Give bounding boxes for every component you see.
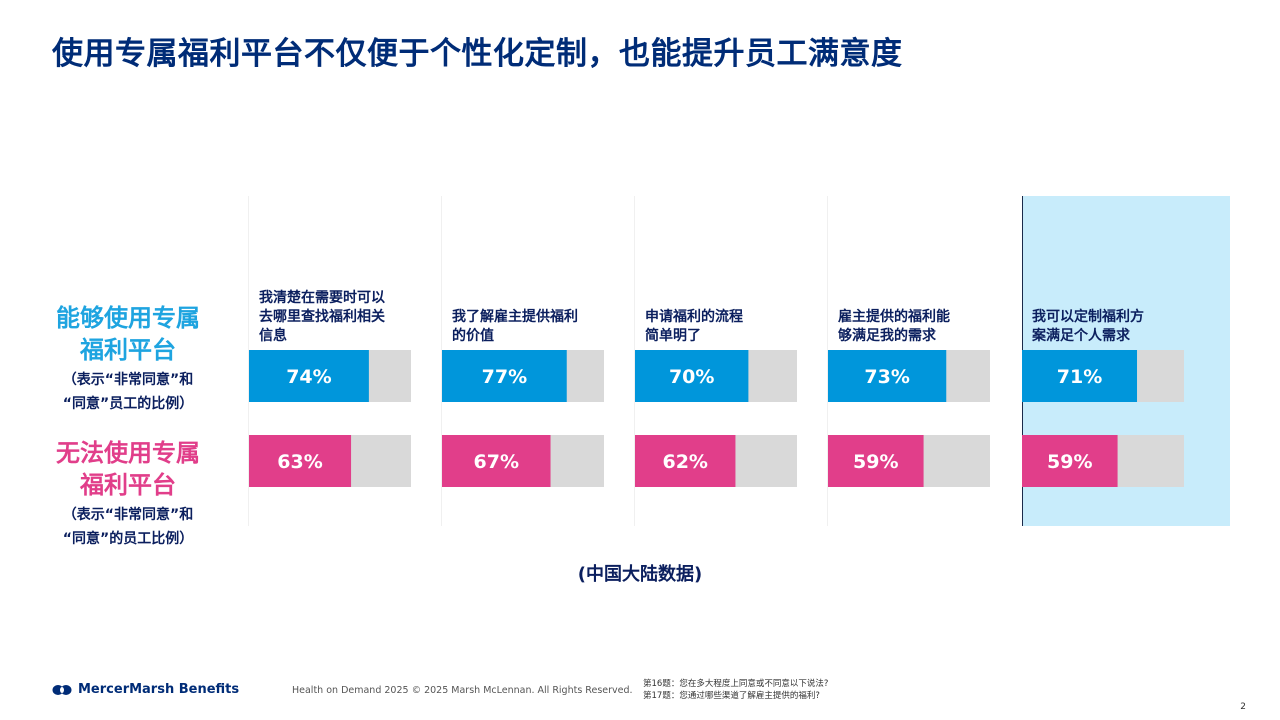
data-label: 71% (1057, 366, 1102, 388)
data-label: 74% (286, 366, 331, 388)
category-label: 雇主提供的福利能 (838, 308, 950, 325)
page-title: 使用专属福利平台不仅便于个性化定制，也能提升员工满意度 (52, 36, 903, 72)
bar (828, 435, 924, 487)
row-note-with-platform-line1: （表示“非常同意”和 (62, 372, 194, 388)
data-label: 59% (853, 451, 898, 473)
category-label: 申请福利的流程 (645, 308, 743, 325)
bar (1022, 350, 1138, 402)
row-label-without-platform: 无法使用专属 福利平台 （表示“非常同意”和 “同意”的员工比例） (20, 437, 236, 549)
data-label: 73% (864, 366, 909, 388)
data-label: 77% (482, 366, 527, 388)
data-label: 67% (474, 451, 519, 473)
brand-logo: MercerMarsh Benefits (52, 682, 239, 697)
bar (249, 350, 369, 402)
category-label: 我清楚在需要时可以 (259, 289, 385, 306)
row-label-without-platform-line1: 无法使用专属 (56, 439, 200, 467)
category-label: 简单明了 (645, 327, 701, 344)
row-label-without-platform-line2: 福利平台 (80, 471, 176, 499)
bar (635, 350, 749, 402)
row-label-with-platform-line1: 能够使用专属 (56, 304, 200, 332)
row-note-with-platform-line2: “同意”员工的比例） (62, 396, 194, 412)
region-note: (中国大陆数据) (577, 564, 703, 585)
row-label-with-platform-line2: 福利平台 (80, 336, 176, 364)
data-label: 62% (662, 451, 707, 473)
bar (442, 435, 551, 487)
row-note-without-platform-line1: （表示“非常同意”和 (62, 507, 194, 523)
category-label: 我了解雇主提供福利 (452, 308, 578, 325)
brand-mark-icon (52, 684, 72, 695)
survey-note-q17: 第17题：您通过哪些渠道了解雇主提供的福利? (643, 691, 820, 701)
bar (828, 350, 947, 402)
category-label: 信息 (259, 327, 287, 344)
data-label: 59% (1047, 451, 1092, 473)
bar (249, 435, 352, 487)
category-label: 去哪里查找福利相关 (259, 308, 385, 325)
data-label: 63% (277, 451, 322, 473)
category-label: 我可以定制福利方 (1032, 308, 1144, 325)
category-label: 案满足个人需求 (1031, 327, 1131, 344)
category-label: 够满足我的需求 (837, 327, 937, 344)
bar (1022, 435, 1118, 487)
category-label: 的价值 (452, 327, 494, 344)
survey-notes: 第16题：您在多大程度上同意或不同意以下说法? 第17题：您通过哪些渠道了解雇主… (643, 678, 828, 702)
bar (442, 350, 567, 402)
row-label-with-platform: 能够使用专属 福利平台 （表示“非常同意”和 “同意”员工的比例） (20, 302, 236, 414)
survey-note-q16: 第16题：您在多大程度上同意或不同意以下说法? (643, 679, 829, 689)
copyright: Health on Demand 2025 © 2025 Marsh McLen… (292, 685, 633, 696)
bar (635, 435, 736, 487)
page-number: 2 (1240, 702, 1246, 712)
brand-name: MercerMarsh Benefits (78, 682, 240, 697)
data-label: 70% (669, 366, 714, 388)
row-note-without-platform-line2: “同意”的员工比例） (62, 531, 194, 547)
